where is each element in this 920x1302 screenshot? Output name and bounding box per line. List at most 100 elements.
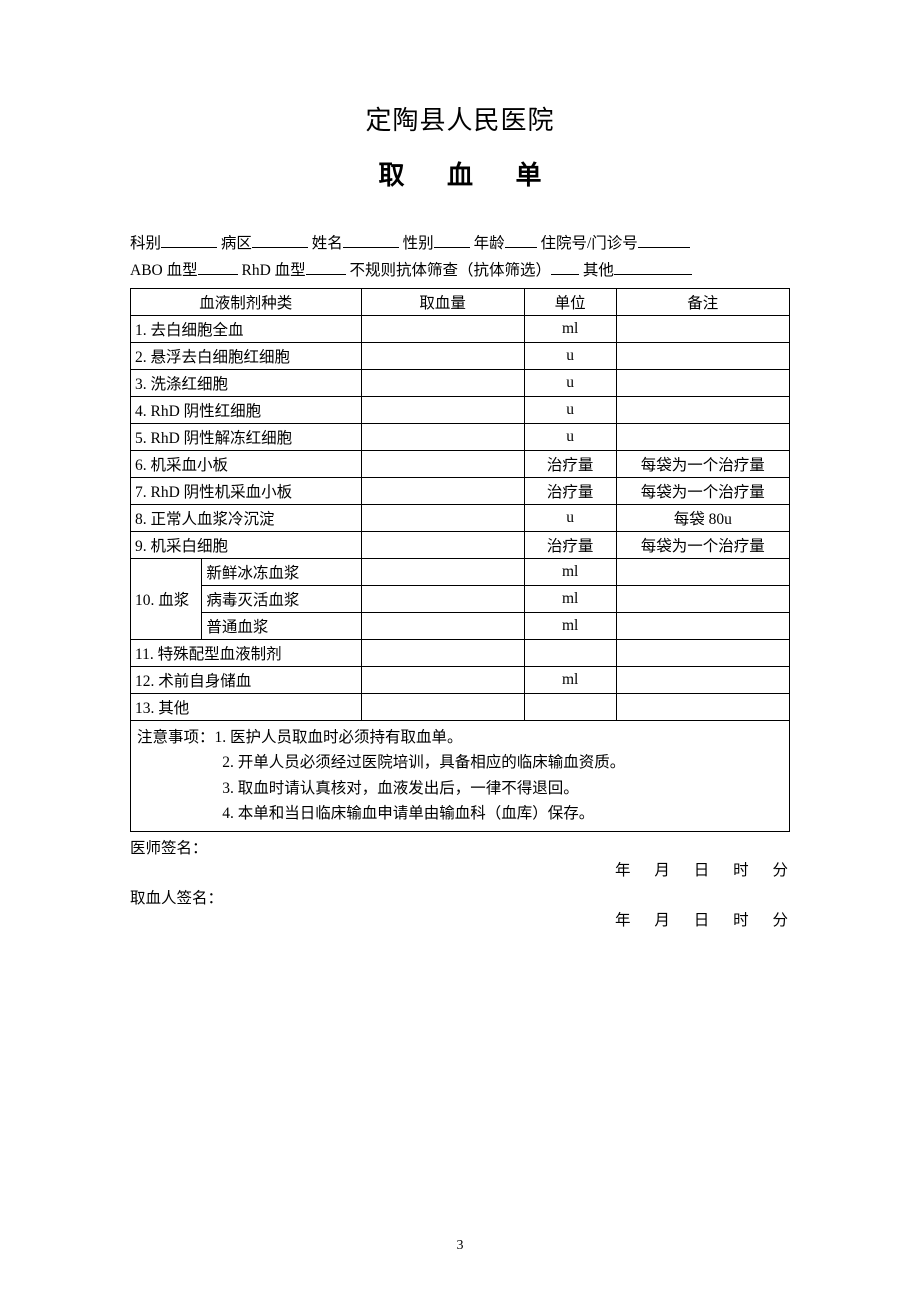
plasma-sub-name: 新鲜冰冻血浆: [202, 558, 361, 585]
col-note: 备注: [616, 288, 789, 315]
unit-cell: u: [524, 504, 616, 531]
hospital-name: 定陶县人民医院: [130, 100, 790, 137]
notes-item: 3. 取血时请认真核对，血液发出后，一律不得退回。: [137, 776, 579, 802]
amount-cell[interactable]: [361, 666, 524, 693]
signature-section: 医师签名： 年 月 日 时 分 取血人签名： 年 月 日 时 分: [130, 836, 790, 914]
note-cell: 每袋为一个治疗量: [616, 450, 789, 477]
amount-cell[interactable]: [361, 396, 524, 423]
note-cell: 每袋为一个治疗量: [616, 531, 789, 558]
note-cell: [616, 342, 789, 369]
amount-cell[interactable]: [361, 315, 524, 342]
label-other: 其他: [583, 262, 614, 279]
form-title: 取 血 单: [130, 155, 790, 192]
unit-cell: ml: [524, 315, 616, 342]
unit-cell: 治疗量: [524, 477, 616, 504]
amount-cell[interactable]: [361, 612, 524, 639]
label-screen: 不规则抗体筛查（抗体筛选）: [350, 262, 552, 279]
notes-item: 1. 医护人员取血时必须持有取血单。: [215, 729, 463, 746]
table-row: 5. RhD 阴性解冻红细胞 u: [131, 423, 790, 450]
notes-lead: 注意事项：: [137, 729, 215, 746]
label-dept: 科别: [130, 235, 161, 252]
product-name: 12. 术前自身储血: [131, 666, 362, 693]
amount-cell[interactable]: [361, 369, 524, 396]
col-amount: 取血量: [361, 288, 524, 315]
table-row: 2. 悬浮去白细胞红细胞 u: [131, 342, 790, 369]
unit-cell: u: [524, 396, 616, 423]
unit-cell: u: [524, 342, 616, 369]
plasma-group-label: 10. 血浆: [131, 558, 202, 639]
product-name: 13. 其他: [131, 693, 362, 720]
page-number: 3: [0, 1238, 920, 1254]
unit-cell: [524, 639, 616, 666]
unit-cell: [524, 693, 616, 720]
note-cell: [616, 423, 789, 450]
table-row: 9. 机采白细胞 治疗量每袋为一个治疗量: [131, 531, 790, 558]
unit-cell: u: [524, 369, 616, 396]
table-row: 11. 特殊配型血液制剂: [131, 639, 790, 666]
amount-cell[interactable]: [361, 423, 524, 450]
table-row: 7. RhD 阴性机采血小板 治疗量每袋为一个治疗量: [131, 477, 790, 504]
label-rhd: RhD 血型: [241, 262, 305, 279]
label-name: 姓名: [312, 235, 343, 252]
table-row: 3. 洗涤红细胞 u: [131, 369, 790, 396]
unit-cell: 治疗量: [524, 531, 616, 558]
note-cell: [616, 612, 789, 639]
unit-cell: ml: [524, 558, 616, 585]
note-cell: [616, 666, 789, 693]
amount-cell[interactable]: [361, 531, 524, 558]
note-cell: [616, 693, 789, 720]
amount-cell[interactable]: [361, 450, 524, 477]
table-header-row: 血液制剂种类 取血量 单位 备注: [131, 288, 790, 315]
note-cell: [616, 585, 789, 612]
amount-cell[interactable]: [361, 693, 524, 720]
amount-cell[interactable]: [361, 558, 524, 585]
label-id: 住院号/门诊号: [540, 235, 637, 252]
unit-cell: u: [524, 423, 616, 450]
collector-signature-label: 取血人签名：: [130, 886, 223, 908]
note-cell: 每袋为一个治疗量: [616, 477, 789, 504]
table-row: 10. 血浆 新鲜冰冻血浆 ml: [131, 558, 790, 585]
unit-cell: ml: [524, 612, 616, 639]
table-row: 1. 去白细胞全血 ml: [131, 315, 790, 342]
amount-cell[interactable]: [361, 477, 524, 504]
col-type: 血液制剂种类: [131, 288, 362, 315]
table-row: 病毒灭活血浆 ml: [131, 585, 790, 612]
label-abo: ABO 血型: [130, 262, 198, 279]
table-row: 12. 术前自身储血 ml: [131, 666, 790, 693]
note-cell: [616, 639, 789, 666]
notes-row: 注意事项：1. 医护人员取血时必须持有取血单。 2. 开单人员必须经过医院培训，…: [131, 720, 790, 831]
amount-cell[interactable]: [361, 639, 524, 666]
unit-cell: ml: [524, 585, 616, 612]
notes-item: 4. 本单和当日临床输血申请单由输血科（血库）保存。: [137, 801, 594, 827]
product-name: 3. 洗涤红细胞: [131, 369, 362, 396]
table-row: 13. 其他: [131, 693, 790, 720]
doctor-date: 年 月 日 时 分: [615, 858, 790, 880]
product-name: 9. 机采白细胞: [131, 531, 362, 558]
product-name: 6. 机采血小板: [131, 450, 362, 477]
label-age: 年龄: [474, 235, 505, 252]
plasma-sub-name: 普通血浆: [202, 612, 361, 639]
patient-info-line2: ABO 血型 RhD 血型 不规则抗体筛查（抗体筛选） 其他: [130, 259, 790, 284]
note-cell: 每袋 80u: [616, 504, 789, 531]
note-cell: [616, 558, 789, 585]
blood-products-table: 血液制剂种类 取血量 单位 备注 1. 去白细胞全血 ml 2. 悬浮去白细胞红细…: [130, 288, 790, 832]
product-name: 5. RhD 阴性解冻红细胞: [131, 423, 362, 450]
unit-cell: ml: [524, 666, 616, 693]
doctor-signature-label: 医师签名：: [130, 836, 208, 858]
product-name: 2. 悬浮去白细胞红细胞: [131, 342, 362, 369]
label-sex: 性别: [403, 235, 434, 252]
note-cell: [616, 315, 789, 342]
notes-item: 2. 开单人员必须经过医院培训，具备相应的临床输血资质。: [137, 750, 625, 776]
product-name: 7. RhD 阴性机采血小板: [131, 477, 362, 504]
product-name: 1. 去白细胞全血: [131, 315, 362, 342]
col-unit: 单位: [524, 288, 616, 315]
plasma-sub-name: 病毒灭活血浆: [202, 585, 361, 612]
table-row: 8. 正常人血浆冷沉淀u每袋 80u: [131, 504, 790, 531]
amount-cell[interactable]: [361, 504, 524, 531]
table-row: 4. RhD 阴性红细胞u: [131, 396, 790, 423]
amount-cell[interactable]: [361, 585, 524, 612]
note-cell: [616, 369, 789, 396]
product-name: 11. 特殊配型血液制剂: [131, 639, 362, 666]
amount-cell[interactable]: [361, 342, 524, 369]
unit-cell: 治疗量: [524, 450, 616, 477]
